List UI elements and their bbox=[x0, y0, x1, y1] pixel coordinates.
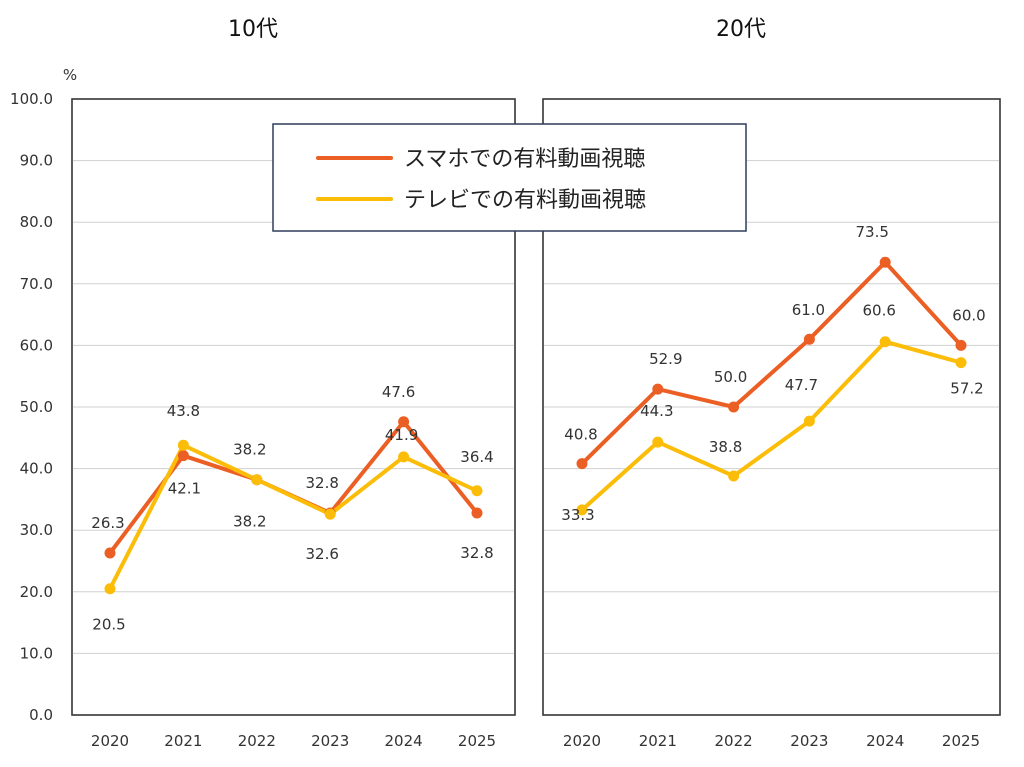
y-tick-label: 10.0 bbox=[20, 644, 53, 662]
data-label: 60.6 bbox=[862, 302, 895, 320]
data-point-series-2 bbox=[955, 357, 967, 369]
data-label: 32.6 bbox=[305, 545, 338, 563]
x-tick-label: 2021 bbox=[639, 732, 677, 750]
y-tick-label: 100.0 bbox=[10, 90, 53, 108]
data-point-series-2 bbox=[177, 439, 189, 451]
data-point-series-1 bbox=[728, 401, 740, 413]
plot-area-border bbox=[542, 98, 1001, 716]
data-label: 32.8 bbox=[305, 474, 338, 492]
y-tick-label: 40.0 bbox=[20, 460, 53, 478]
data-point-series-2 bbox=[803, 415, 815, 427]
data-label: 42.1 bbox=[168, 480, 201, 498]
data-label: 50.0 bbox=[714, 368, 747, 386]
data-point-series-1 bbox=[879, 256, 891, 268]
data-label: 40.8 bbox=[564, 426, 597, 444]
data-point-series-1 bbox=[803, 333, 815, 345]
x-tick-label: 2022 bbox=[715, 732, 753, 750]
data-label: 20.5 bbox=[92, 616, 125, 634]
x-tick-label: 2020 bbox=[563, 732, 601, 750]
data-point-series-2 bbox=[104, 583, 116, 595]
x-tick-label: 2022 bbox=[238, 732, 276, 750]
y-axis-unit: % bbox=[63, 66, 77, 84]
y-tick-label: 70.0 bbox=[20, 275, 53, 293]
data-point-series-2 bbox=[576, 504, 588, 516]
x-tick-label: 2020 bbox=[91, 732, 129, 750]
data-label: 73.5 bbox=[855, 223, 888, 241]
data-point-series-1 bbox=[652, 383, 664, 395]
legend-label-2: テレビでの有料動画視聴 bbox=[404, 188, 646, 213]
data-label: 26.3 bbox=[91, 514, 124, 532]
y-tick-label: 60.0 bbox=[20, 336, 53, 354]
series-line-1 bbox=[580, 260, 963, 466]
data-point-series-2 bbox=[879, 336, 891, 348]
data-point-series-1 bbox=[955, 339, 967, 351]
data-point-series-1 bbox=[576, 458, 588, 470]
y-tick-label: 90.0 bbox=[20, 152, 53, 170]
x-tick-label: 2021 bbox=[164, 732, 202, 750]
x-tick-label: 2025 bbox=[942, 732, 980, 750]
data-label: 47.6 bbox=[382, 383, 415, 401]
data-label: 52.9 bbox=[649, 350, 682, 368]
y-tick-label: 50.0 bbox=[20, 398, 53, 416]
data-label: 36.4 bbox=[460, 448, 493, 466]
panel-title: 10代 bbox=[228, 17, 278, 42]
data-label: 57.2 bbox=[950, 380, 983, 398]
x-tick-label: 2023 bbox=[790, 732, 828, 750]
y-tick-label: 0.0 bbox=[29, 706, 53, 724]
data-point-series-1 bbox=[104, 547, 116, 559]
data-point-series-1 bbox=[398, 416, 410, 428]
data-label: 38.2 bbox=[233, 441, 266, 459]
data-point-series-2 bbox=[251, 474, 263, 486]
data-label: 47.7 bbox=[785, 376, 818, 394]
series-line-2 bbox=[108, 443, 479, 591]
legend-label-1: スマホでの有料動画視聴 bbox=[404, 147, 645, 172]
series-line-2 bbox=[580, 339, 963, 512]
data-label: 38.2 bbox=[233, 513, 266, 531]
y-tick-label: 20.0 bbox=[20, 583, 53, 601]
y-tick-label: 80.0 bbox=[20, 213, 53, 231]
x-tick-label: 2024 bbox=[866, 732, 904, 750]
y-tick-label: 30.0 bbox=[20, 521, 53, 539]
panel-title: 20代 bbox=[716, 17, 766, 42]
data-label: 60.0 bbox=[952, 306, 985, 324]
data-point-series-2 bbox=[652, 436, 664, 448]
data-label: 61.0 bbox=[792, 301, 825, 319]
data-label: 32.8 bbox=[460, 544, 493, 562]
data-point-series-2 bbox=[398, 451, 410, 463]
data-point-series-2 bbox=[728, 470, 740, 482]
data-point-series-1 bbox=[471, 507, 483, 519]
x-tick-label: 2023 bbox=[311, 732, 349, 750]
plot-area-border bbox=[71, 98, 516, 716]
data-label: 44.3 bbox=[640, 402, 673, 420]
data-label: 38.8 bbox=[709, 438, 742, 456]
data-label: 33.3 bbox=[561, 506, 594, 524]
data-point-series-2 bbox=[471, 485, 483, 497]
data-point-series-2 bbox=[324, 508, 336, 520]
data-label: 43.8 bbox=[167, 402, 200, 420]
data-label: 41.9 bbox=[385, 426, 418, 444]
legend-box bbox=[272, 123, 747, 232]
x-tick-label: 2025 bbox=[458, 732, 496, 750]
x-tick-label: 2024 bbox=[385, 732, 423, 750]
data-point-series-1 bbox=[177, 450, 189, 462]
